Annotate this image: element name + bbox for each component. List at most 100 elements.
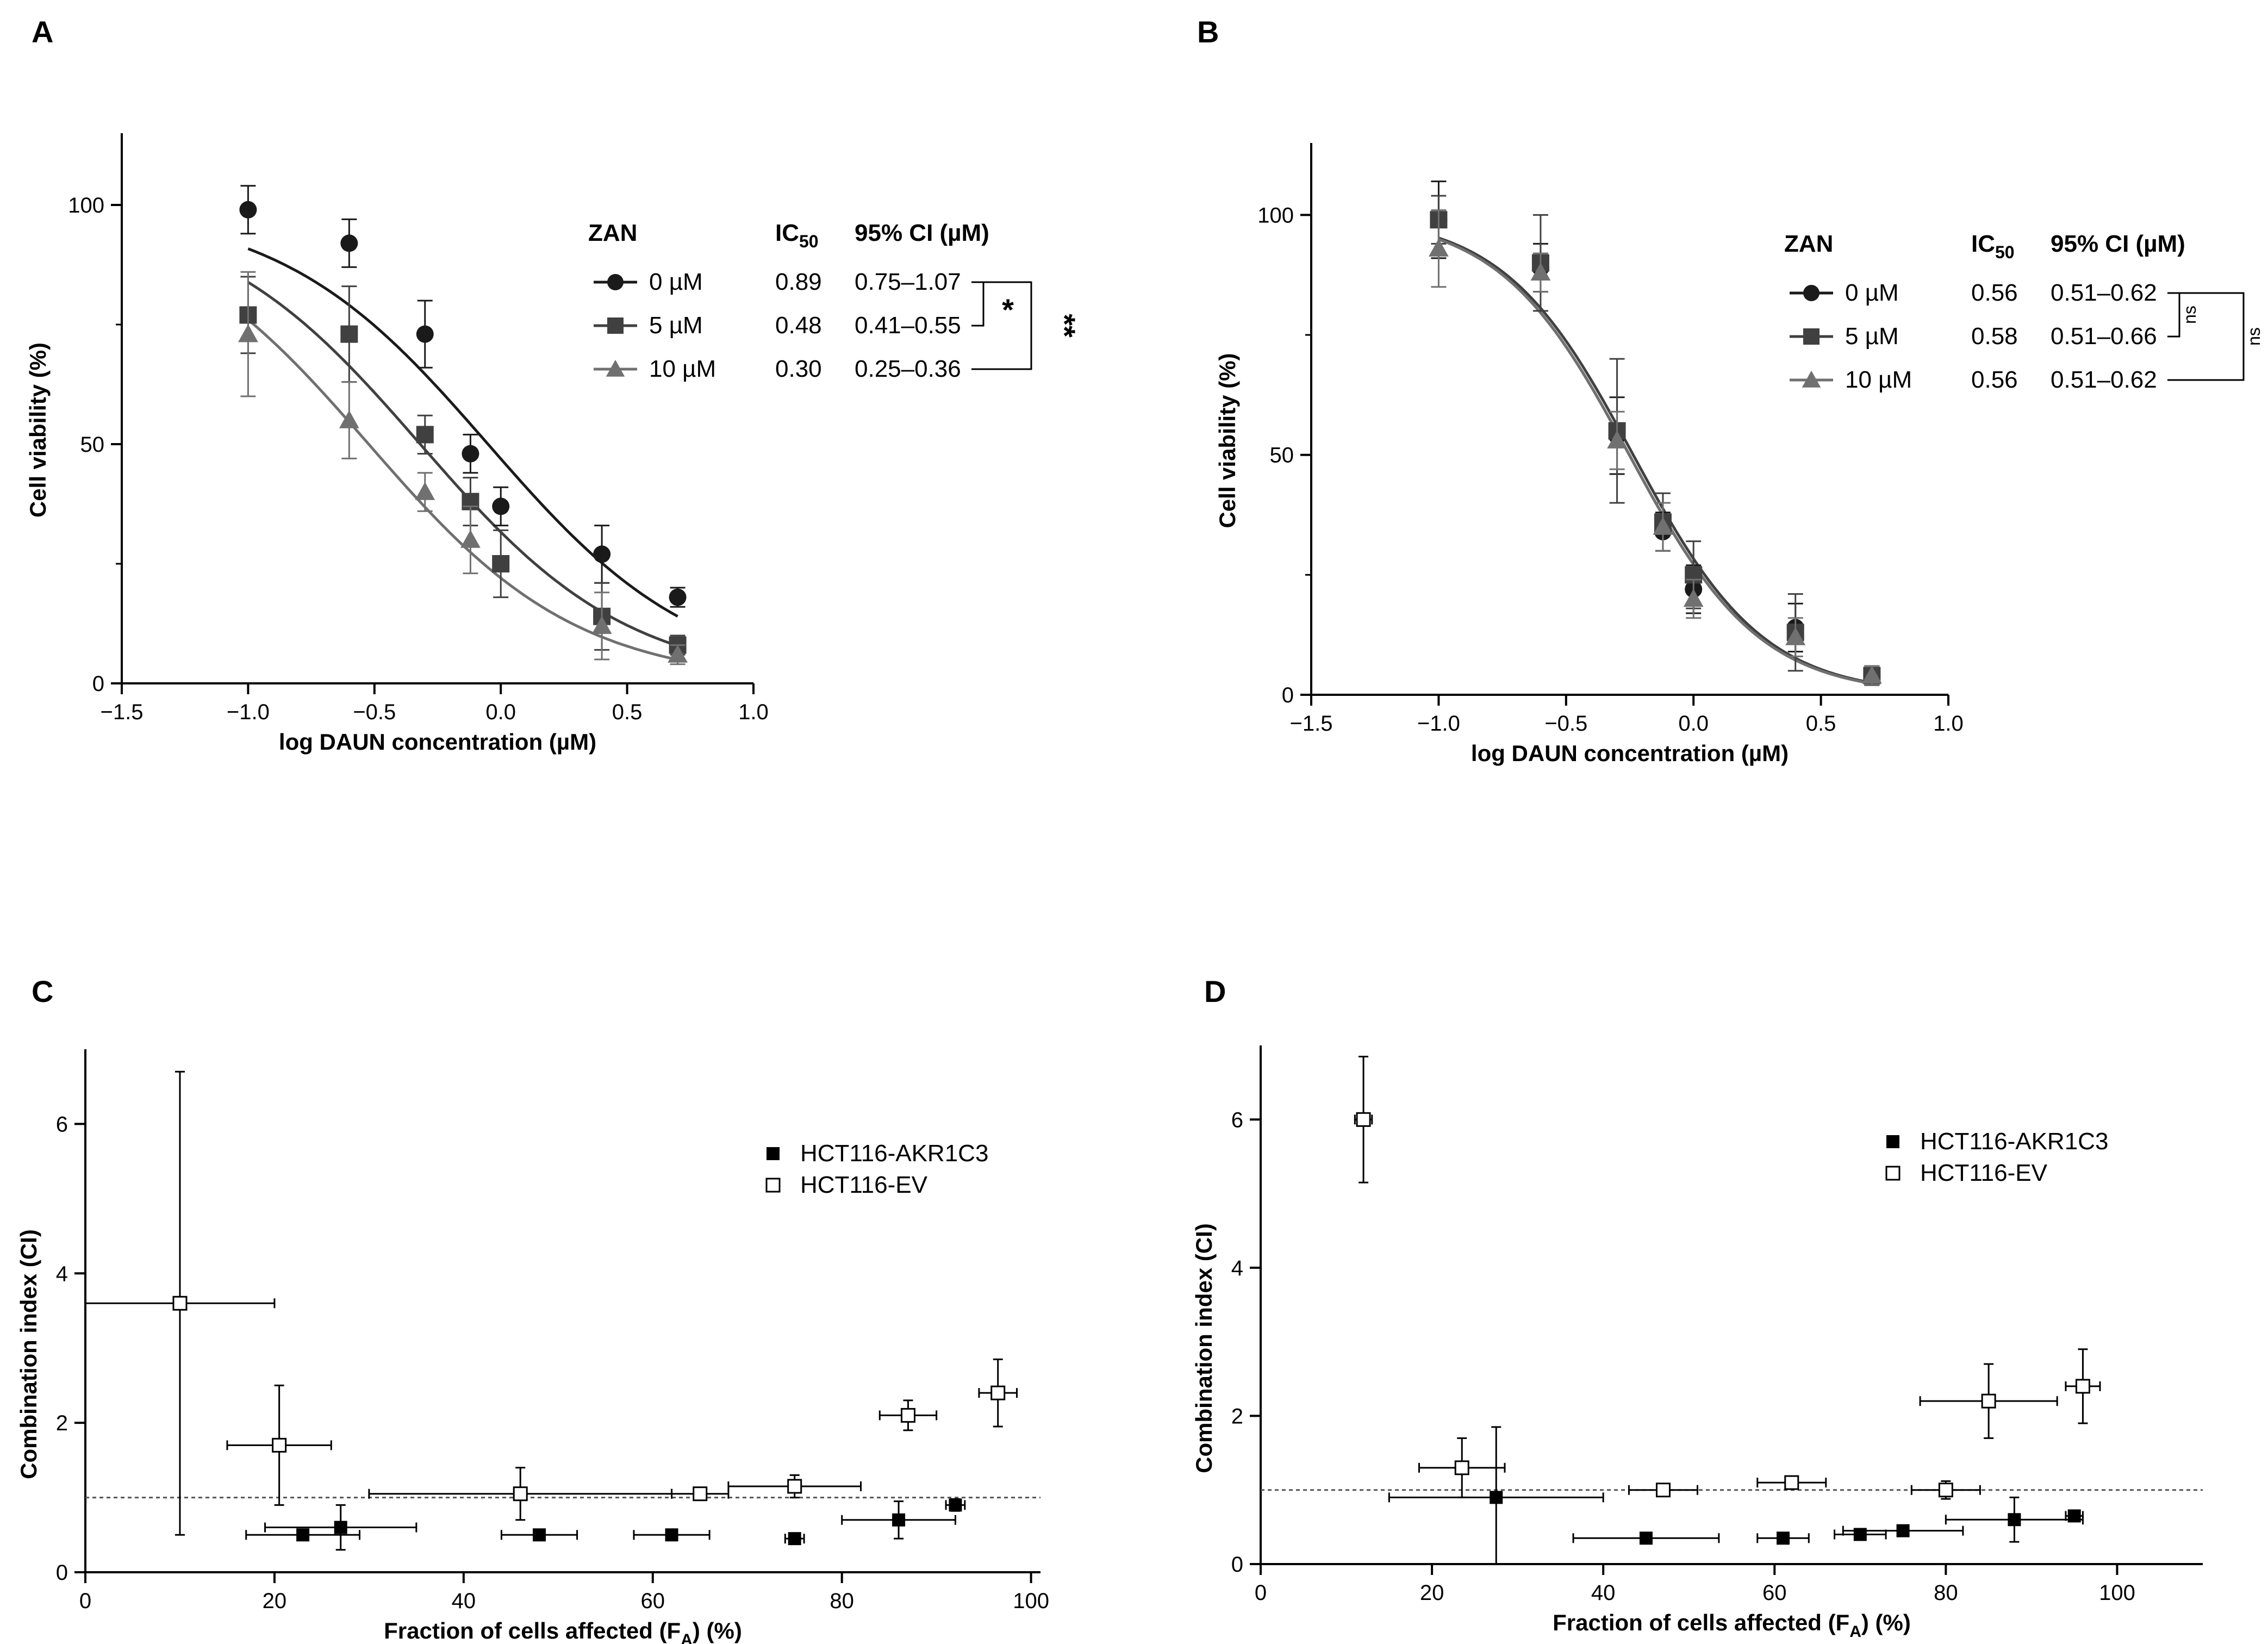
x-tick-label: 20 <box>1420 1581 1444 1605</box>
panel-letter: C <box>32 974 53 1008</box>
legend-ci-value: 0.75–1.07 <box>855 269 961 295</box>
data-point <box>460 530 481 548</box>
legend-series-name: 5 µM <box>649 312 703 339</box>
legend-header-zan: ZAN <box>588 220 637 246</box>
data-point <box>513 1486 528 1502</box>
data-point <box>669 588 687 606</box>
panel-letter: A <box>32 15 53 49</box>
x-tick-label: 80 <box>1934 1581 1958 1605</box>
y-tick-label: 100 <box>1257 203 1294 227</box>
y-axis-title: Combination index (CI) <box>16 1229 41 1479</box>
legend-marker <box>1886 1135 1899 1148</box>
data-point <box>1607 430 1627 449</box>
x-tick-label: −1.5 <box>1290 712 1333 736</box>
legend-ic50-value: 0.89 <box>775 269 822 295</box>
legend-series-name: 0 µM <box>649 269 703 295</box>
y-tick-label: 0 <box>1231 1553 1243 1577</box>
legend-ci-value: 0.41–0.55 <box>855 312 961 339</box>
legend-ic50-value: 0.56 <box>1971 366 2018 393</box>
y-tick-label: 50 <box>80 433 105 457</box>
legend-ic50-value: 0.48 <box>775 312 822 339</box>
y-tick-label: 4 <box>56 1262 68 1286</box>
data-point <box>1853 1528 1867 1541</box>
legend-series-name: 5 µM <box>1845 323 1899 350</box>
legend-ci-value: 0.51–0.62 <box>2051 279 2157 306</box>
legend-marker <box>607 317 624 334</box>
data-point <box>1981 1393 1996 1409</box>
legend-header-ci: 95% CI (µM) <box>2051 231 2185 257</box>
legend-marker <box>1803 328 1820 345</box>
legend-series-name: HCT116-AKR1C3 <box>800 1140 988 1167</box>
x-axis-title: log DAUN concentration (µM) <box>1471 740 1789 766</box>
legend-marker <box>767 1147 780 1160</box>
legend-ci-value: 0.51–0.62 <box>2051 366 2157 393</box>
x-tick-label: −0.5 <box>1544 712 1587 736</box>
data-point <box>2008 1513 2021 1527</box>
y-tick-label: 0 <box>92 672 104 696</box>
legend-marker <box>1885 1166 1901 1181</box>
data-point <box>334 1521 347 1534</box>
legend-ci-value: 0.25–0.36 <box>855 356 961 382</box>
data-point <box>339 410 359 428</box>
x-tick-label: 40 <box>452 1589 476 1613</box>
data-point <box>272 1437 287 1453</box>
data-point <box>492 555 510 572</box>
data-point <box>296 1528 310 1542</box>
data-point <box>416 426 434 444</box>
y-tick-label: 2 <box>1231 1404 1243 1428</box>
data-point <box>1861 665 1882 684</box>
x-tick-label: 20 <box>263 1589 287 1613</box>
data-point <box>1896 1524 1910 1537</box>
x-tick-label: 100 <box>1013 1589 1049 1613</box>
data-point <box>1655 1483 1671 1498</box>
legend-ic50-value: 0.30 <box>775 356 822 382</box>
data-point <box>172 1296 188 1311</box>
x-axis-title: log DAUN concentration (µM) <box>279 729 596 755</box>
legend-ic50-value: 0.58 <box>1971 323 2018 350</box>
x-tick-label: −1.0 <box>1417 712 1460 736</box>
x-tick-label: 0.5 <box>612 700 643 724</box>
legend-ci-value: 0.51–0.66 <box>2051 323 2157 350</box>
y-axis-title: Cell viability (%) <box>1214 353 1240 528</box>
data-point <box>990 1385 1006 1400</box>
data-point <box>949 1498 962 1512</box>
data-point <box>1653 516 1673 535</box>
data-point <box>416 325 434 343</box>
y-tick-label: 0 <box>1282 683 1294 707</box>
data-point <box>593 545 611 563</box>
data-point <box>892 1513 906 1527</box>
panel-a: A −1.5 −1.0 −0.5 0.0 0.5 1.0 0 50 100 log DAUN con… <box>25 15 1082 755</box>
fit-curve <box>1438 238 1872 685</box>
legend-marker <box>1803 285 1820 301</box>
x-tick-label: −0.5 <box>353 700 396 724</box>
data-point <box>340 234 358 252</box>
x-tick-label: −1.5 <box>101 700 144 724</box>
y-tick-label: 50 <box>1270 444 1294 468</box>
data-point <box>415 482 435 500</box>
x-tick-label: 40 <box>1591 1581 1616 1605</box>
data-point <box>2075 1379 2090 1394</box>
data-point <box>340 325 358 343</box>
significance-label-outer: ** <box>1048 314 1082 338</box>
data-point <box>591 616 612 634</box>
data-point <box>239 201 257 219</box>
y-tick-label: 4 <box>1231 1256 1243 1280</box>
panel-letter: B <box>1197 15 1219 49</box>
significance-label-outer: ns <box>2244 327 2264 346</box>
data-point <box>1490 1491 1503 1504</box>
data-point <box>1785 627 1806 645</box>
data-point <box>668 644 688 663</box>
x-tick-label: 1.0 <box>738 700 769 724</box>
significance-bracket-outer <box>2167 292 2245 381</box>
legend-marker <box>606 359 625 377</box>
y-axis-title: Combination index (CI) <box>1191 1223 1217 1473</box>
y-tick-label: 2 <box>56 1411 68 1435</box>
legend-series-name: HCT116-AKR1C3 <box>1920 1128 2108 1155</box>
x-tick-label: 80 <box>830 1589 854 1613</box>
legend-series-name: 10 µM <box>1845 366 1912 393</box>
legend-header-ic50: IC50 <box>1971 231 2015 262</box>
significance-label-inner: ns <box>2180 306 2200 324</box>
y-axis-title: Cell viability (%) <box>25 342 51 518</box>
legend-series-name: HCT116-EV <box>1920 1160 2048 1186</box>
